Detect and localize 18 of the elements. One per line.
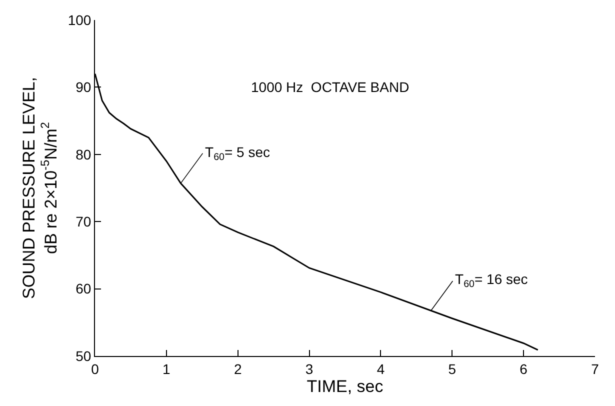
x-tick-label: 5: [448, 360, 456, 377]
annotation: 1000 Hz OCTAVE BAND: [251, 79, 410, 95]
x-tick-label: 2: [234, 360, 242, 377]
x-tick-label: 7: [591, 360, 600, 377]
annotation: T$_{60}$= 16 sec: [455, 271, 528, 290]
y-tick-label: 60: [76, 280, 92, 297]
y-tick-label: 70: [76, 214, 92, 230]
x-tick-label: 0: [91, 360, 100, 377]
y-tick-label: 90: [76, 79, 92, 96]
x-tick-label: 4: [376, 360, 385, 377]
y-tick-label: 50: [76, 348, 92, 364]
y-tick-label: 80: [76, 146, 92, 162]
y-tick-label: 100: [68, 12, 92, 28]
x-axis-title: TIME, sec: [306, 376, 384, 396]
annotation: T$_{60}$= 5 sec: [205, 144, 270, 163]
x-tick-label: 6: [520, 360, 528, 377]
x-tick-label: 3: [305, 360, 314, 377]
x-tick-label: 1: [162, 360, 171, 377]
